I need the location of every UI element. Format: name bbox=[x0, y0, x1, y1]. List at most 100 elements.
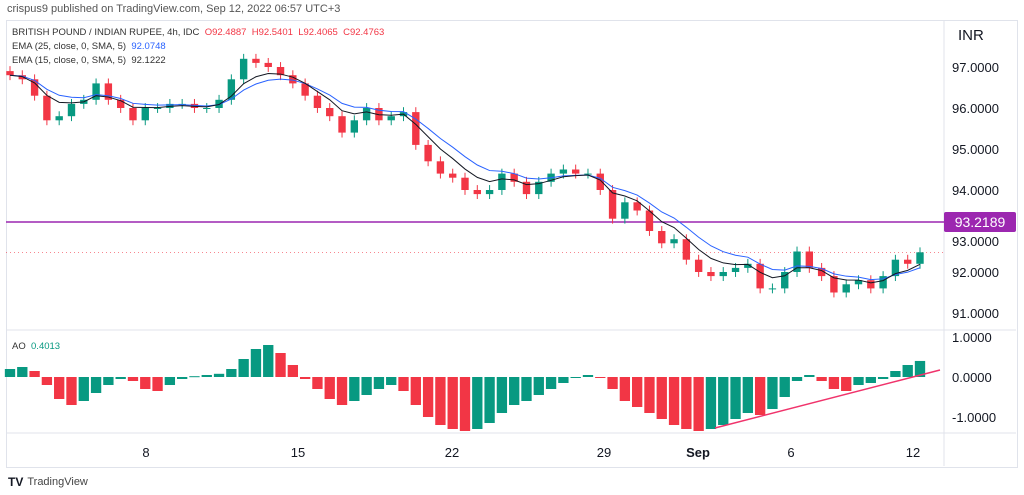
ao-bar bbox=[4, 369, 16, 377]
close-value: C92.4763 bbox=[343, 27, 385, 38]
ao-bar bbox=[816, 377, 827, 381]
candle-body bbox=[276, 67, 285, 76]
ao-bar bbox=[152, 377, 163, 391]
ao-bar bbox=[398, 377, 409, 391]
candle-body bbox=[522, 181, 531, 195]
tradingview-logo[interactable]: TV TradingView bbox=[8, 475, 88, 489]
price-tick-label: 95.0000 bbox=[952, 142, 999, 157]
ao-bar bbox=[570, 377, 581, 378]
time-tick-label: 22 bbox=[445, 445, 459, 460]
ao-bar bbox=[914, 360, 926, 377]
ao-bar bbox=[324, 377, 335, 399]
ema25-label: EMA (25, close, 0, SMA, 5) bbox=[12, 41, 127, 52]
ao-bar bbox=[361, 377, 372, 395]
candle-body bbox=[313, 95, 322, 108]
publish-info: crispus9 published on TradingView.com, S… bbox=[7, 3, 341, 15]
ema25-line bbox=[9, 74, 921, 281]
candle-body bbox=[289, 75, 297, 84]
candle-body bbox=[153, 108, 162, 109]
time-tick-label: 8 bbox=[142, 445, 149, 460]
ao-bar bbox=[693, 377, 704, 431]
candle-body bbox=[571, 169, 580, 174]
ao-bar bbox=[767, 377, 778, 409]
ao-tick-label: -1.0000 bbox=[952, 410, 996, 425]
ao-legend[interactable]: AO 0.4013 bbox=[12, 341, 60, 352]
candle-body bbox=[633, 202, 641, 211]
chart-frame bbox=[6, 20, 1018, 468]
open-value: O92.4887 bbox=[204, 27, 247, 38]
candle-body bbox=[596, 173, 604, 190]
ao-bar bbox=[238, 359, 249, 377]
low-value: L92.4065 bbox=[298, 27, 338, 38]
ao-bar bbox=[828, 377, 840, 389]
candle-body bbox=[104, 83, 113, 100]
candle-body bbox=[608, 190, 617, 219]
candle-body bbox=[891, 259, 900, 277]
candle-body bbox=[215, 99, 223, 108]
ao-bar bbox=[226, 369, 237, 377]
ao-bar bbox=[250, 349, 262, 377]
candle-body bbox=[412, 112, 420, 145]
candle-body bbox=[879, 276, 887, 289]
ao-bar bbox=[754, 377, 766, 415]
ao-bar bbox=[841, 377, 852, 391]
currency-label: INR bbox=[958, 27, 984, 44]
ao-bar bbox=[90, 377, 102, 393]
ao-bar bbox=[447, 377, 458, 429]
candle-body bbox=[129, 108, 137, 121]
ao-tick-label: 1.0000 bbox=[952, 330, 992, 345]
price-tick-label: 97.0000 bbox=[952, 60, 999, 75]
ao-bar bbox=[435, 377, 446, 425]
candle-body bbox=[461, 177, 469, 190]
ao-bar bbox=[705, 377, 717, 429]
candle-body bbox=[510, 173, 518, 182]
ao-bar bbox=[656, 377, 667, 419]
ao-trendline bbox=[714, 369, 941, 429]
symbol-legend: BRITISH POUND / INDIAN RUPEE, 4h, IDC O9… bbox=[12, 27, 384, 38]
ao-bar bbox=[422, 377, 434, 417]
time-tick-label: Sep bbox=[686, 445, 710, 460]
candle-body bbox=[301, 83, 309, 96]
ao-bar bbox=[17, 367, 28, 377]
ao-bar bbox=[890, 371, 901, 377]
ao-tick-label: 0.0000 bbox=[952, 370, 992, 385]
candle-body bbox=[694, 259, 703, 272]
ao-bar bbox=[681, 377, 692, 429]
price-tick-label: 91.0000 bbox=[952, 306, 999, 321]
candle-body bbox=[116, 99, 125, 108]
candle-body bbox=[375, 108, 383, 121]
candle-body bbox=[793, 251, 801, 272]
candle-body bbox=[264, 62, 272, 67]
high-value: H92.5401 bbox=[251, 27, 293, 38]
candle-body bbox=[387, 116, 395, 121]
candle-body bbox=[670, 239, 678, 244]
candle-body bbox=[781, 272, 789, 289]
ao-bar bbox=[459, 377, 471, 431]
candle-body bbox=[326, 108, 334, 117]
ema15-legend[interactable]: EMA (15, close, 0, SMA, 5) 92.1222 bbox=[12, 55, 166, 66]
ao-bar bbox=[287, 365, 299, 377]
ao-bar bbox=[742, 377, 754, 413]
ao-bar bbox=[103, 377, 114, 385]
candle-body bbox=[867, 280, 875, 289]
candle-body bbox=[227, 79, 236, 100]
time-tick-label: 12 bbox=[906, 445, 920, 460]
candle-body bbox=[239, 58, 248, 80]
candle-body bbox=[350, 120, 359, 133]
ao-bar bbox=[275, 353, 286, 377]
candle-body bbox=[252, 58, 260, 63]
ao-bar bbox=[877, 377, 889, 379]
candle-body bbox=[449, 173, 457, 178]
candle-body bbox=[621, 202, 629, 219]
ao-bar bbox=[619, 377, 631, 401]
candle-body bbox=[584, 173, 592, 175]
ao-bar bbox=[533, 377, 544, 395]
candle-body bbox=[18, 75, 26, 80]
brand-name: TradingView bbox=[27, 476, 88, 488]
ao-bar bbox=[78, 377, 89, 401]
ao-bar bbox=[472, 377, 483, 429]
ao-bar bbox=[595, 377, 606, 378]
ema25-legend[interactable]: EMA (25, close, 0, SMA, 5) 92.0748 bbox=[12, 41, 166, 52]
price-tick-label: 94.0000 bbox=[952, 183, 999, 198]
